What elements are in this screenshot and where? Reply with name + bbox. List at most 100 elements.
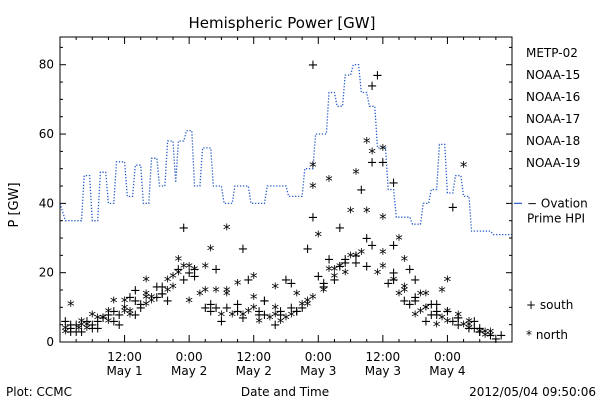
point-metp-02: + [377,155,388,170]
point-noaa-15: + [426,297,437,312]
point-noaa-17: * [331,262,339,280]
point-metp-02: * [315,228,323,246]
point-noaa-16: * [148,290,156,308]
point-metp-02: * [476,325,484,343]
point-noaa-19: * [309,179,317,197]
point-noaa-19: + [361,232,372,247]
point-metp-02: * [298,297,306,315]
point-noaa-15: + [254,304,265,319]
point-metp-02: * [390,273,398,291]
ovation-prime-hpi-line [59,64,512,236]
point-noaa-17: * [223,286,231,304]
point-noaa-19: + [130,308,141,323]
ovation-legend-label-2: Prime HPI [527,211,585,225]
point-noaa-17: + [87,318,98,333]
point-noaa-19: * [212,283,220,301]
point-noaa-18: + [307,211,318,226]
x-tick-label-date: May 1 [106,364,142,378]
point-noaa-19: * [465,318,473,336]
point-noaa-18: + [135,297,146,312]
point-metp-02: + [103,308,114,323]
point-metp-02: * [185,259,193,277]
point-noaa-18: + [178,273,189,288]
point-noaa-16: + [291,304,302,319]
x-tick-label-time: 0:00 [434,350,461,364]
y-tick-label: 40 [39,196,54,210]
point-noaa-18: * [282,311,290,329]
chart-title: Hemispheric Power [GW] [189,14,376,32]
point-noaa-17: * [379,259,387,277]
point-metp-02: + [307,58,318,73]
point-noaa-15: * [460,158,468,176]
point-noaa-18: + [211,301,222,316]
point-metp-02: + [189,270,200,285]
point-noaa-18: * [255,314,263,332]
point-noaa-18: * [83,318,91,336]
point-noaa-15: + [334,221,345,236]
point-noaa-16: + [178,221,189,236]
point-noaa-19: * [250,290,258,308]
point-noaa-19: + [367,79,378,94]
point-noaa-15: * [175,266,183,284]
point-metp-02: * [363,134,371,152]
point-noaa-17: * [309,290,317,308]
point-noaa-17: * [266,311,274,329]
point-metp-02: + [420,315,431,330]
point-noaa-18: * [169,280,177,298]
point-noaa-19: + [237,242,248,257]
point-noaa-16: + [469,322,480,337]
point-metp-02: + [65,318,76,333]
point-noaa-17: + [453,318,464,333]
point-noaa-18: * [228,307,236,325]
point-noaa-15: + [162,294,173,309]
point-noaa-18: + [367,155,378,170]
point-noaa-16: + [361,259,372,274]
point-noaa-19: * [401,252,409,270]
point-metp-02: + [275,308,286,323]
point-noaa-18: + [431,304,442,319]
point-noaa-19: * [121,304,129,322]
point-noaa-17: + [108,304,119,319]
point-noaa-17: + [151,280,162,295]
point-noaa-15: * [352,165,360,183]
point-noaa-16: * [62,325,70,343]
point-noaa-19: * [444,304,452,322]
point-noaa-17: + [367,238,378,253]
point-noaa-15: * [438,283,446,301]
y-tick-label: 20 [39,266,54,280]
point-noaa-19: * [223,221,231,239]
point-noaa-18: * [465,314,473,332]
point-noaa-18: + [329,273,340,288]
data-points: +*+ * +*+ * +***+*++* * +*+ *++*+*+ *+*+*+* + *+ *+… [60,58,507,347]
point-noaa-15: + [388,176,399,191]
legend-entry-noaa-16: NOAA-16 [526,90,580,104]
point-noaa-17: * [245,304,253,322]
point-noaa-19: + [474,322,485,337]
point-noaa-17: * [121,300,129,318]
point-noaa-18: + [291,304,302,319]
point-noaa-17: * [99,311,107,329]
point-noaa-15: + [372,69,383,84]
point-noaa-15: * [309,158,317,176]
point-metp-02: * [142,290,150,308]
point-noaa-15: + [60,315,71,330]
point-metp-02: * [271,300,279,318]
y-axis-label: P [GW] [7,182,22,227]
point-noaa-15: + [221,301,232,316]
x-tick-label-time: 12:00 [236,350,271,364]
point-noaa-19: + [173,263,184,278]
point-noaa-16: + [318,280,329,295]
point-noaa-17: + [474,325,485,340]
point-noaa-17: * [288,307,296,325]
point-noaa-18: * [422,300,430,318]
point-metp-02: + [399,294,410,309]
x-tick-label-date: May 2 [171,364,207,378]
point-noaa-18: * [444,273,452,291]
point-noaa-19: * [379,210,387,228]
point-noaa-19: * [422,286,430,304]
x-tick-label-date: May 3 [300,364,336,378]
point-noaa-19: + [453,311,464,326]
point-noaa-16: * [105,304,113,322]
point-noaa-18: * [105,314,113,332]
